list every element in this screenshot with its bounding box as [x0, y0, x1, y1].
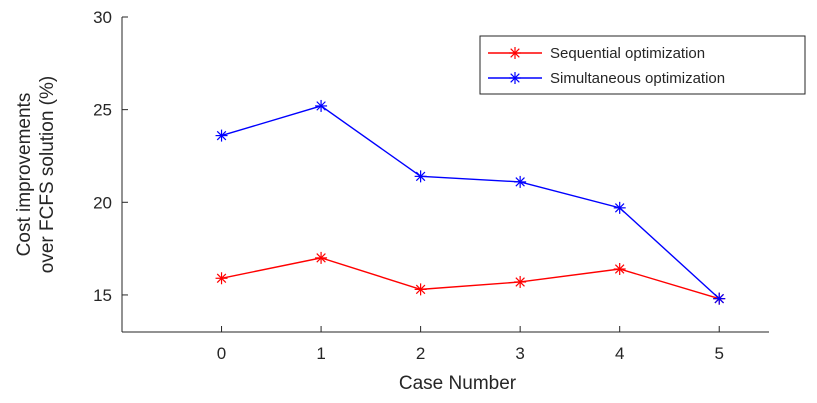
- legend-box: [479, 35, 806, 95]
- axis-labels-group: Case Number Cost improvements over FCFS so…: [14, 76, 517, 394]
- axes-group: 15 20 25 30 0 1 2 3 4 5: [93, 8, 769, 363]
- data-point-marker: [713, 292, 726, 305]
- data-point-marker: [414, 283, 427, 296]
- data-point-marker: [613, 263, 626, 275]
- data-point-marker: [414, 170, 427, 183]
- data-point-marker: [315, 99, 328, 112]
- data-point-marker: [613, 201, 626, 214]
- legend: Sequential optimization Simultaneous opti…: [479, 35, 806, 95]
- y-tick-label: 20: [93, 193, 112, 212]
- legend-entry-label: Simultaneous optimization: [550, 70, 725, 87]
- y-tick-label: 25: [93, 101, 112, 120]
- data-point-marker: [215, 272, 228, 285]
- x-tick-label: 5: [714, 344, 723, 363]
- y-axis-label: Cost improvements over FCFS solution (%): [14, 76, 58, 273]
- y-axis-label-line: Cost improvements: [14, 93, 35, 257]
- x-tick-label: 1: [316, 344, 325, 363]
- series-group: [215, 99, 726, 305]
- y-tick-label: 15: [93, 286, 112, 305]
- y-tick-label: 30: [93, 8, 112, 27]
- legend-marker-icon: [509, 72, 521, 84]
- data-point-marker: [514, 175, 527, 188]
- x-tick-label: 2: [416, 344, 425, 363]
- legend-marker-icon: [509, 47, 521, 59]
- x-tick-label: 0: [217, 344, 226, 363]
- data-point-marker: [514, 275, 527, 288]
- y-axis-label-line: over FCFS solution (%): [37, 76, 58, 273]
- series-line-simultaneous: [221, 105, 720, 300]
- series-line-sequential: [221, 257, 720, 300]
- x-axis-label: Case Number: [399, 373, 517, 394]
- x-tick-label: 3: [515, 344, 524, 363]
- legend-entry-label: Sequential optimization: [550, 45, 705, 62]
- x-tick-label: 4: [615, 344, 624, 363]
- data-point-marker: [215, 129, 228, 142]
- data-point-marker: [315, 251, 328, 264]
